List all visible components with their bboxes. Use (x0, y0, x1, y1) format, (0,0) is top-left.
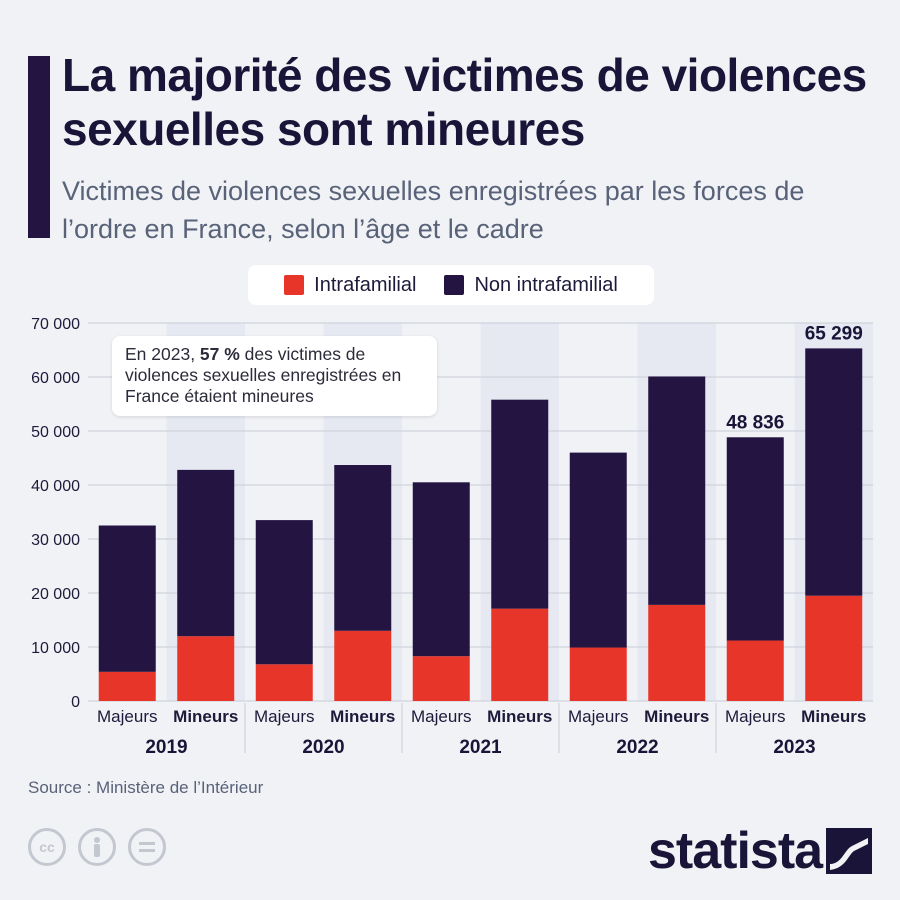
y-tick-label: 60 000 (31, 370, 80, 387)
y-tick-label: 70 000 (31, 316, 80, 333)
bar-intrafamilial (569, 647, 627, 701)
annotation-callout: En 2023, 57 % des victimes de violences … (112, 336, 437, 416)
x-tick-label: Majeurs (97, 707, 157, 726)
y-tick-label: 0 (71, 694, 80, 711)
bar-non-intrafamilial (98, 525, 156, 672)
year-label: 2023 (773, 737, 815, 758)
bar-non-intrafamilial (255, 520, 313, 665)
bar-non-intrafamilial (569, 452, 627, 648)
legend-item-intrafamilial: Intrafamilial (284, 274, 416, 297)
y-tick-label: 40 000 (31, 478, 80, 495)
x-tick-label: Mineurs (330, 707, 395, 726)
y-tick-label: 10 000 (31, 640, 80, 657)
year-label: 2021 (459, 737, 502, 758)
x-tick-label: Mineurs (487, 707, 552, 726)
bar-non-intrafamilial (491, 399, 549, 609)
x-tick-label: Majeurs (254, 707, 314, 726)
bar-non-intrafamilial (726, 437, 784, 641)
legend-label-non-intrafamilial: Non intrafamilial (474, 273, 618, 296)
title-accent-bar (28, 56, 50, 238)
bar-intrafamilial (805, 595, 863, 701)
y-tick-label: 30 000 (31, 532, 80, 549)
legend-swatch-non-intrafamilial (444, 275, 465, 295)
x-tick-label: Majeurs (568, 707, 628, 726)
legend-label-intrafamilial: Intrafamilial (314, 273, 417, 296)
annotation-text-bold: 57 % (199, 344, 240, 364)
equals-icon (128, 828, 166, 866)
y-tick-label: 50 000 (31, 424, 80, 441)
license-icons: cc (28, 828, 166, 866)
legend-item-non-intrafamilial: Non intrafamilial (444, 273, 618, 297)
bar-intrafamilial (412, 656, 470, 701)
bar-non-intrafamilial (412, 482, 470, 657)
chart-subtitle: Victimes de violences sexuelles enregist… (62, 176, 805, 244)
x-tick-label: Mineurs (801, 707, 866, 726)
bar-non-intrafamilial (177, 469, 235, 637)
x-tick-label: Mineurs (644, 707, 709, 726)
year-label: 2019 (145, 737, 187, 758)
bar-intrafamilial (177, 636, 235, 701)
chart-title: La majorité des victimes de violences se… (62, 49, 867, 155)
statista-wordmark: statista (648, 822, 823, 880)
statista-logo-icon (826, 828, 872, 874)
bar-intrafamilial (334, 630, 392, 701)
bar-intrafamilial (726, 640, 784, 701)
legend: Intrafamilial Non intrafamilial (248, 265, 654, 305)
annotation-text-post: des victimes de violences sexuelles enre… (125, 344, 402, 406)
bar-intrafamilial (648, 604, 706, 701)
bar-intrafamilial (491, 608, 549, 701)
cc-icon: cc (28, 828, 66, 866)
person-icon (78, 828, 116, 866)
bar-total-label: 48 836 (726, 412, 784, 433)
bar-non-intrafamilial (648, 376, 706, 605)
year-label: 2020 (302, 737, 344, 758)
bar-non-intrafamilial (334, 465, 392, 631)
y-tick-label: 20 000 (31, 586, 80, 603)
bar-intrafamilial (98, 671, 156, 701)
legend-swatch-intrafamilial (284, 275, 305, 295)
x-tick-label: Majeurs (725, 707, 785, 726)
bar-non-intrafamilial (805, 348, 863, 596)
x-tick-label: Majeurs (411, 707, 471, 726)
bar-intrafamilial (255, 664, 313, 701)
x-tick-label: Mineurs (173, 707, 238, 726)
source-note: Source : Ministère de l’Intérieur (28, 778, 264, 797)
annotation-text-pre: En 2023, (125, 344, 200, 364)
year-label: 2022 (616, 737, 658, 758)
bar-total-label: 65 299 (805, 323, 863, 344)
